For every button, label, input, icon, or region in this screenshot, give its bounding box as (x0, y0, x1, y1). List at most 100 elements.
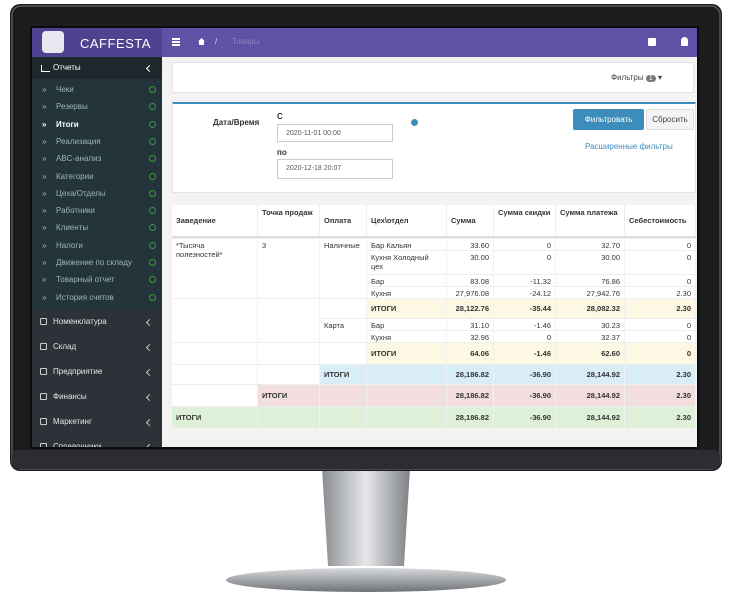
chevron (145, 393, 154, 401)
help-icon (149, 207, 156, 215)
submenu-label: Резервы (56, 102, 88, 112)
submenu-item[interactable]: » Товарный отчет (32, 273, 162, 290)
menu-item[interactable]: Справочники (32, 439, 162, 447)
advanced-link[interactable]: Расширенные фильтры (585, 142, 673, 151)
table-cell-empty (258, 318, 320, 330)
submenu-item[interactable]: » История счетов (32, 291, 162, 308)
table-cell: Наличные (320, 238, 367, 250)
submenu-item[interactable]: » Чеки (32, 83, 162, 100)
menu-label: Предприятие (53, 366, 103, 376)
table-cell: Бар Кальян (367, 238, 447, 250)
menu-icon (40, 317, 47, 325)
menu-icon (40, 442, 47, 447)
table-cell-empty (172, 286, 258, 298)
table-cell: 31.10 (447, 318, 494, 330)
submenu-item[interactable]: » Резервы (32, 100, 162, 117)
submenu-item[interactable]: » Реализация (32, 135, 162, 152)
table-cell-empty (258, 298, 320, 318)
table-cell: 27,942.76 (556, 286, 625, 298)
table-cell-empty (172, 384, 258, 406)
table-cell-empty (172, 298, 258, 318)
table-cell-empty (320, 298, 367, 318)
table-cell: 2.30 (625, 384, 696, 406)
submenu-item[interactable]: » Налоги (32, 239, 162, 256)
submenu-label: Движение по складу (56, 258, 132, 267)
submenu-item[interactable]: » Категории (32, 170, 162, 187)
table-cell: 27,976.08 (447, 286, 494, 298)
brand: CAFFESTA (80, 36, 151, 51)
bullet: » (42, 119, 47, 129)
to-input[interactable]: 2020-12-18 20:07 (277, 159, 393, 179)
submenu-label: Итоги (56, 119, 79, 129)
chevron (145, 443, 154, 447)
sidebar-section[interactable]: Отчеты (32, 57, 162, 79)
logo-icon (42, 31, 64, 53)
table-cell: 28,144.92 (556, 384, 625, 406)
reset-text: Сбросить (652, 115, 688, 124)
table-cell: 2.30 (625, 406, 696, 428)
table-cell-empty (172, 330, 258, 342)
menu-item[interactable]: Предприятие (32, 364, 162, 384)
table-cell: 0 (625, 238, 696, 250)
breadcrumb[interactable]: Товары (232, 37, 260, 46)
table-cell: 32.96 (447, 330, 494, 342)
remove-date[interactable] (411, 119, 418, 126)
help-icon (149, 86, 156, 93)
screen: / Товары CAFFESTA Отчеты » Чеки » Резервы » Ит… (32, 28, 697, 447)
table-cell: ИТОГИ (367, 298, 447, 318)
advanced-text: Расширенные фильтры (585, 142, 673, 151)
table-cell: 30.00 (556, 250, 625, 274)
table-cell-empty (367, 364, 447, 384)
filter-toggle[interactable]: Фильтры 1 ▾ (611, 73, 663, 82)
table-cell-empty (320, 286, 367, 298)
menu-item[interactable]: Финансы (32, 389, 162, 409)
submenu-item[interactable]: » Движение по складу (32, 256, 162, 273)
home-icon[interactable] (198, 38, 205, 45)
table-cell: 0 (494, 250, 556, 274)
table-cell: 2.30 (625, 364, 696, 384)
bullet: » (42, 206, 47, 216)
table-cell-empty (367, 406, 447, 428)
bullet: » (42, 188, 47, 198)
logo[interactable]: CAFFESTA (32, 28, 162, 57)
menu-toggle[interactable] (172, 38, 180, 40)
bullet: » (42, 292, 47, 302)
table-cell-empty (258, 364, 320, 384)
bullet: » (42, 85, 47, 94)
add-menu[interactable] (648, 38, 656, 46)
user-menu[interactable] (681, 37, 688, 46)
menu-item[interactable]: Склад (32, 339, 162, 359)
submenu-item[interactable]: » ABC-анализ (32, 152, 162, 169)
table-cell: ИТОГИ (172, 406, 258, 428)
apply-button[interactable]: Фильтровать (573, 109, 644, 130)
chevron (145, 343, 154, 351)
help-icon (149, 189, 156, 197)
reset-button[interactable]: Сбросить (646, 109, 694, 130)
section-label: Отчеты (53, 63, 81, 72)
table-cell-empty (320, 274, 367, 286)
bullet: » (42, 240, 47, 250)
menu-item[interactable]: Номенклатура (32, 314, 162, 334)
filter-bar: Фильтры 1 ▾ (172, 62, 694, 93)
breadcrumb-sep: / (215, 37, 218, 46)
submenu-label: Реализация (56, 136, 101, 146)
table-cell-empty (172, 318, 258, 330)
submenu-item[interactable]: » Итоги (32, 118, 162, 135)
submenu-item[interactable]: » Клиенты (32, 221, 162, 238)
table-cell: 76.86 (556, 274, 625, 286)
table-cell-empty (258, 274, 320, 286)
from-input[interactable]: 2020-11-01 00:00 (277, 124, 393, 142)
bullet: » (42, 275, 47, 285)
column-header: Себестоимость (625, 205, 696, 238)
table-cell: 0 (494, 238, 556, 250)
menu-item[interactable]: Маркетинг (32, 414, 162, 434)
from-label: С (277, 112, 283, 121)
to-label: по (277, 148, 287, 157)
submenu: » Чеки » Резервы » Итоги » Реализация » ABC-анали… (32, 79, 162, 310)
table-cell: *Тысяча полезностей* (172, 238, 258, 259)
table-cell: -36.90 (494, 384, 556, 406)
submenu-item[interactable]: » Цеха/Отделы (32, 187, 162, 204)
table-cell-empty (258, 330, 320, 342)
submenu-item[interactable]: » Работники (32, 204, 162, 221)
table-cell: 32.37 (556, 330, 625, 342)
